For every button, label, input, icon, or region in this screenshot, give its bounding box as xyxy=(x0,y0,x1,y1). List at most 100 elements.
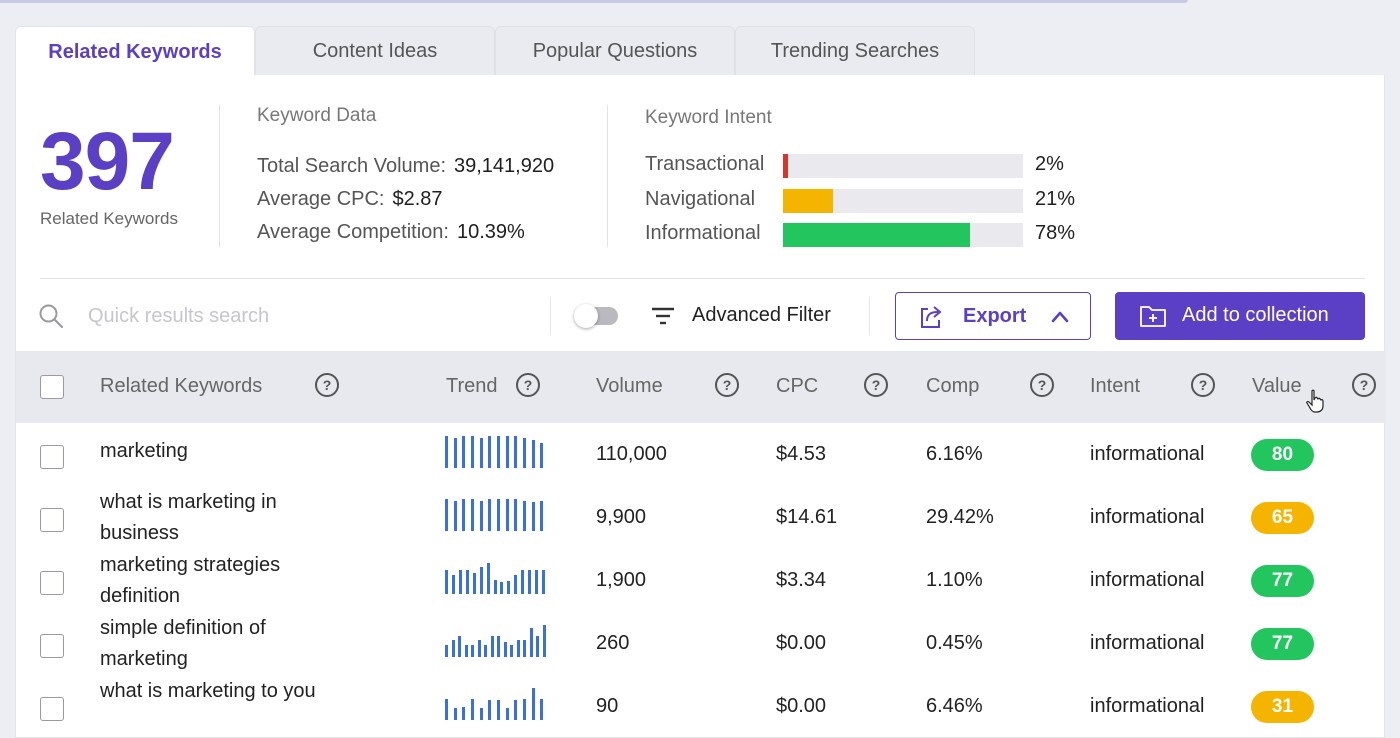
help-icon[interactable]: ? xyxy=(1191,373,1215,397)
keyword-count-label: Related Keywords xyxy=(40,209,178,228)
column-related-keywords[interactable]: Related Keywords xyxy=(100,375,263,397)
value-badge: 77 xyxy=(1251,565,1314,597)
column-cpc[interactable]: CPC xyxy=(776,375,819,397)
add-to-collection-button[interactable]: Add to collection xyxy=(1115,292,1365,340)
column-intent[interactable]: Intent xyxy=(1090,375,1141,397)
comp-cell: 6.16% xyxy=(926,443,983,465)
table-row[interactable]: simple definition of marketing 260 $0.00 0.… xyxy=(16,612,1386,675)
volume-cell: 260 xyxy=(596,632,630,654)
quick-search-input[interactable] xyxy=(88,300,528,332)
help-icon[interactable]: ? xyxy=(516,373,540,397)
trend-bar xyxy=(471,436,474,468)
trend-bar xyxy=(480,567,483,594)
help-icon[interactable]: ? xyxy=(715,373,739,397)
advanced-filter-button[interactable]: Advanced Filter xyxy=(692,304,831,326)
trend-bar xyxy=(506,708,509,720)
help-icon[interactable]: ? xyxy=(1352,373,1376,397)
add-to-collection-label: Add to collection xyxy=(1182,304,1329,326)
trend-bar xyxy=(452,575,455,594)
column-trend[interactable]: Trend xyxy=(446,375,498,397)
table-row[interactable]: what is marketing to you 90 $0.00 6.46% info… xyxy=(16,675,1386,738)
export-button[interactable]: Export xyxy=(895,292,1091,340)
trend-bar xyxy=(445,499,448,531)
trend-bar xyxy=(540,443,543,468)
folder-add-icon xyxy=(1140,306,1166,327)
trend-chart xyxy=(445,497,549,531)
value-badge: 80 xyxy=(1251,439,1314,471)
trend-bar xyxy=(466,570,469,594)
tab-content-ideas[interactable]: Content Ideas xyxy=(255,26,495,76)
trend-bar xyxy=(454,501,457,531)
toggle-knob xyxy=(574,304,598,328)
intent-cell: informational xyxy=(1090,506,1205,528)
average-competition: Average Competition: 10.39% xyxy=(257,221,525,243)
trend-bar xyxy=(497,636,500,657)
intent-bar-fill xyxy=(783,223,970,247)
chevron-up-icon xyxy=(1051,311,1069,323)
column-volume[interactable]: Volume xyxy=(596,375,663,397)
help-icon[interactable]: ? xyxy=(315,373,339,397)
trend-bar xyxy=(540,501,543,531)
column-value[interactable]: Value xyxy=(1252,375,1302,397)
export-icon xyxy=(921,306,942,328)
filter-icon[interactable] xyxy=(651,305,675,327)
trend-bar xyxy=(506,499,509,531)
keyword-cell[interactable]: what is marketing in business xyxy=(100,491,277,544)
trend-bar xyxy=(471,499,474,531)
trend-bar xyxy=(523,699,526,720)
keyword-cell[interactable]: simple definition of marketing xyxy=(100,617,266,670)
export-label: Export xyxy=(963,305,1027,327)
trend-bar xyxy=(523,438,526,468)
tab-popular-questions[interactable]: Popular Questions xyxy=(495,26,735,76)
intent-bar-fill xyxy=(783,189,833,213)
value-badge: 65 xyxy=(1251,502,1314,534)
keyword-cell[interactable]: marketing xyxy=(100,440,188,462)
cpc-cell: $0.00 xyxy=(776,695,827,717)
trend-bar xyxy=(459,570,462,594)
average-cpc-value: $2.87 xyxy=(392,188,443,210)
trend-bar xyxy=(500,582,503,594)
trend-bar xyxy=(454,708,457,720)
trend-bar xyxy=(536,636,539,657)
column-comp[interactable]: Comp xyxy=(926,375,980,397)
help-icon[interactable]: ? xyxy=(864,373,888,397)
trend-chart xyxy=(445,434,549,468)
table-row[interactable]: what is marketing in business 9,900 $14.61… xyxy=(16,486,1386,549)
cpc-cell: $4.53 xyxy=(776,443,827,465)
divider xyxy=(607,105,608,247)
intent-pct-informational: 78% xyxy=(1035,222,1076,244)
trend-bar xyxy=(462,436,465,468)
pointer-cursor-icon xyxy=(1306,389,1324,413)
trend-bar xyxy=(487,563,490,594)
trend-bar xyxy=(497,499,500,531)
intent-cell: informational xyxy=(1090,569,1205,591)
trend-bar xyxy=(497,700,500,720)
trend-chart xyxy=(445,686,549,720)
select-all-checkbox[interactable] xyxy=(40,375,64,399)
trend-bar xyxy=(514,499,517,531)
tab-trending-searches[interactable]: Trending Searches xyxy=(735,26,975,76)
help-icon[interactable]: ? xyxy=(1030,373,1054,397)
tab-bar: Related Keywords Content Ideas Popular Q… xyxy=(15,26,975,77)
row-checkbox[interactable] xyxy=(40,697,64,721)
row-checkbox[interactable] xyxy=(40,508,64,532)
summary-divider xyxy=(40,278,1365,279)
trend-bar xyxy=(510,645,513,657)
table-row[interactable]: marketing 110,000 $4.53 6.16% informational 8… xyxy=(16,423,1386,486)
comp-cell: 6.46% xyxy=(926,695,983,717)
intent-cell: informational xyxy=(1090,632,1205,654)
tab-related-keywords[interactable]: Related Keywords xyxy=(15,26,255,77)
filter-toggle[interactable] xyxy=(574,304,618,328)
row-checkbox[interactable] xyxy=(40,445,64,469)
trend-bar xyxy=(530,628,533,657)
trend-bar xyxy=(542,570,545,594)
row-checkbox[interactable] xyxy=(40,634,64,658)
row-checkbox[interactable] xyxy=(40,571,64,595)
trend-bar xyxy=(543,625,546,657)
top-strip xyxy=(0,0,1188,3)
keyword-cell[interactable]: marketing strategies definition xyxy=(100,554,281,607)
table-row[interactable]: marketing strategies definition 1,900 $3.3… xyxy=(16,549,1386,612)
trend-bar xyxy=(484,645,487,657)
trend-bar xyxy=(523,501,526,531)
keyword-cell[interactable]: what is marketing to you xyxy=(100,680,316,702)
